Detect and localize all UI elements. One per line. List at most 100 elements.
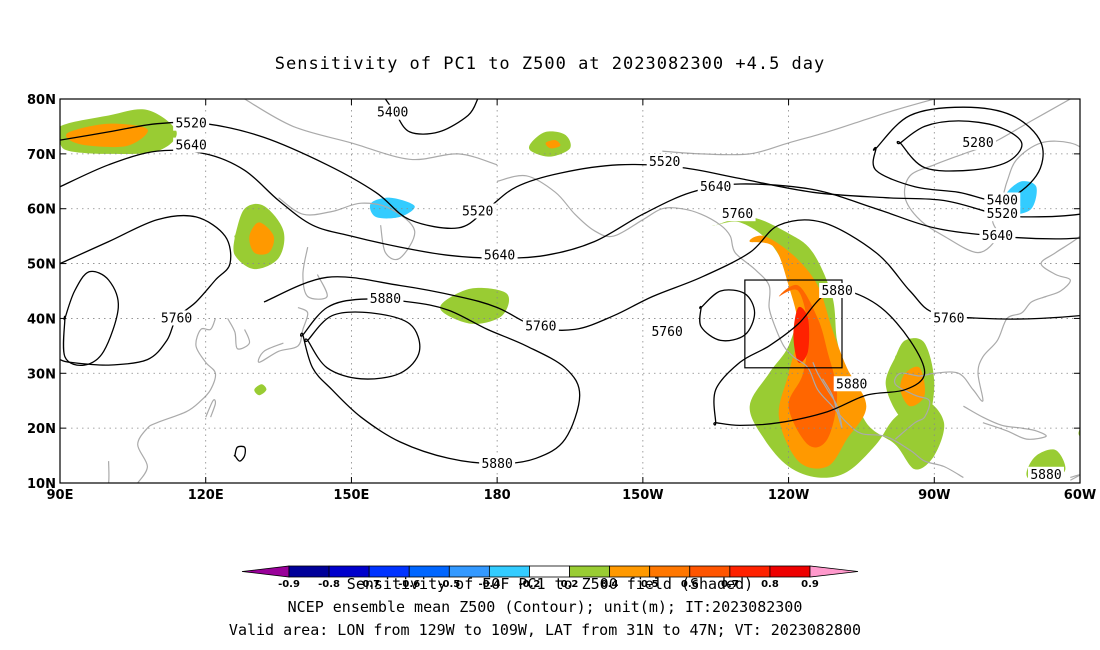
z500-contour-layer xyxy=(60,99,1080,465)
contour-label: 5880 xyxy=(481,457,512,472)
contour-label-bg xyxy=(979,228,1016,244)
footer-line-1: NCEP ensemble mean Z500 (Contour); unit(… xyxy=(288,598,803,616)
x-tick-label: 180 xyxy=(484,488,511,503)
contour-label-bg xyxy=(459,203,496,219)
contour-label-bg xyxy=(697,178,734,194)
colorbar-tick-label: -0.2 xyxy=(519,579,541,590)
coastline xyxy=(812,362,843,429)
contour-label-bg xyxy=(173,115,210,131)
contour-5880 xyxy=(713,289,926,427)
colorbar: -0.9 -0.8 -0.7 -0.6 -0.5 -0.4 -0.2 0.2 0.4 0.5 0.6… xyxy=(241,565,859,590)
contour-label: 5640 xyxy=(484,248,515,263)
contour-label: 5400 xyxy=(987,193,1018,208)
contour-label-bg xyxy=(930,310,967,326)
contour-label-bg xyxy=(522,318,559,334)
contour-5880 xyxy=(304,311,421,380)
contour-label: 5880 xyxy=(836,377,867,392)
coastline xyxy=(205,399,217,418)
contour-label: 5880 xyxy=(821,284,852,299)
shaded-region xyxy=(545,140,561,149)
coastline xyxy=(496,174,964,479)
footer-line-2: Valid area: LON from 129W to 109W, LAT f… xyxy=(229,621,861,639)
shaded-region xyxy=(793,306,810,363)
coastline xyxy=(137,318,217,483)
colorbar-tick-label: 0.8 xyxy=(761,579,779,590)
x-tick-label: 150W xyxy=(622,488,663,503)
valid-area-box xyxy=(744,279,843,369)
contour-label-bg xyxy=(173,137,210,153)
colorbar-tick-label: 0.9 xyxy=(801,579,819,590)
contour-label: 5400 xyxy=(377,106,408,121)
contour-label: 5640 xyxy=(175,139,206,154)
colorbar-swatch xyxy=(288,565,330,578)
x-tick-label: 90E xyxy=(47,488,74,503)
contour-label: 5760 xyxy=(933,311,964,326)
contour-label: 5640 xyxy=(982,229,1013,244)
contour-label-bg xyxy=(1028,466,1064,482)
contour-label: 5640 xyxy=(700,180,731,195)
colorbar-caption: Sensitivity of EOF PC1 to Z500 field (Sh… xyxy=(347,575,753,593)
contour-label: 5760 xyxy=(161,311,192,326)
contour-label: 5520 xyxy=(987,207,1018,222)
coastline xyxy=(257,306,309,363)
shaded-region xyxy=(1078,428,1080,437)
chart-title: Sensitivity of PC1 to Z500 at 2023082300… xyxy=(275,54,826,74)
contour-label-bg xyxy=(158,310,195,326)
contour-label: 5760 xyxy=(525,320,556,335)
coastline xyxy=(893,208,1080,440)
contour-label-bg xyxy=(984,206,1021,222)
colorbar-tick-label: 0.5 xyxy=(641,579,659,590)
colorbar-over-triangle xyxy=(809,565,859,578)
contour-5880 xyxy=(233,445,246,462)
colorbar-tick-label: 0.7 xyxy=(721,579,739,590)
contour-label-bg xyxy=(479,455,516,471)
x-tick-label: 120E xyxy=(188,488,224,503)
gridline-layer xyxy=(60,99,1080,483)
x-tick-label: 150E xyxy=(333,488,369,503)
shaded-region xyxy=(369,197,415,219)
shaded-region xyxy=(778,284,838,448)
valid-area-box-layer xyxy=(744,279,843,369)
colorbar-tick-label: -0.5 xyxy=(438,579,460,590)
y-tick-label: 10N xyxy=(27,477,56,492)
contour-5520 xyxy=(60,121,1080,229)
contour-label-bg xyxy=(833,376,870,392)
contour-label-bg xyxy=(649,324,686,340)
colorbar-tick-label: -0.7 xyxy=(358,579,380,590)
y-tick-label: 70N xyxy=(27,148,56,163)
y-tick-label: 60N xyxy=(27,203,56,218)
coastline xyxy=(662,99,935,156)
contour-5760 xyxy=(60,214,232,366)
coastline xyxy=(963,405,1047,440)
contour-label: 5520 xyxy=(462,204,493,219)
shaded-region xyxy=(65,123,148,148)
colorbar-tick-label: -0.8 xyxy=(318,579,340,590)
contour-label-bg xyxy=(719,206,756,222)
contour-5400 xyxy=(872,106,1044,202)
coastline xyxy=(1069,474,1080,481)
contour-label: 5760 xyxy=(651,325,682,340)
colorbar-tick-label: -0.6 xyxy=(398,579,420,590)
contour-label-bg xyxy=(960,134,996,150)
contour-label: 5880 xyxy=(1030,468,1061,483)
coastline xyxy=(244,99,498,166)
contour-label-bg xyxy=(374,104,411,120)
axis-tick-layer: 90E 120E 150E 180 150W 120W 90W 60W 80N 70N 60N 50N… xyxy=(27,93,1096,503)
contour-5640 xyxy=(62,270,119,366)
contour-label: 5520 xyxy=(175,117,206,132)
y-tick-label: 20N xyxy=(27,422,56,437)
coastline-layer xyxy=(107,99,1080,483)
shaded-region xyxy=(1090,420,1100,431)
colorbar-tick-label: -0.9 xyxy=(278,579,300,590)
contour-label-bg xyxy=(984,192,1021,208)
y-tick-label: 30N xyxy=(27,367,56,382)
contour-5880 xyxy=(300,298,581,465)
map-frame xyxy=(59,98,1081,484)
contour-label-bg xyxy=(367,291,404,307)
coastline xyxy=(302,246,328,300)
contour-label-bg xyxy=(481,247,518,263)
contour-label: 5760 xyxy=(722,207,753,222)
